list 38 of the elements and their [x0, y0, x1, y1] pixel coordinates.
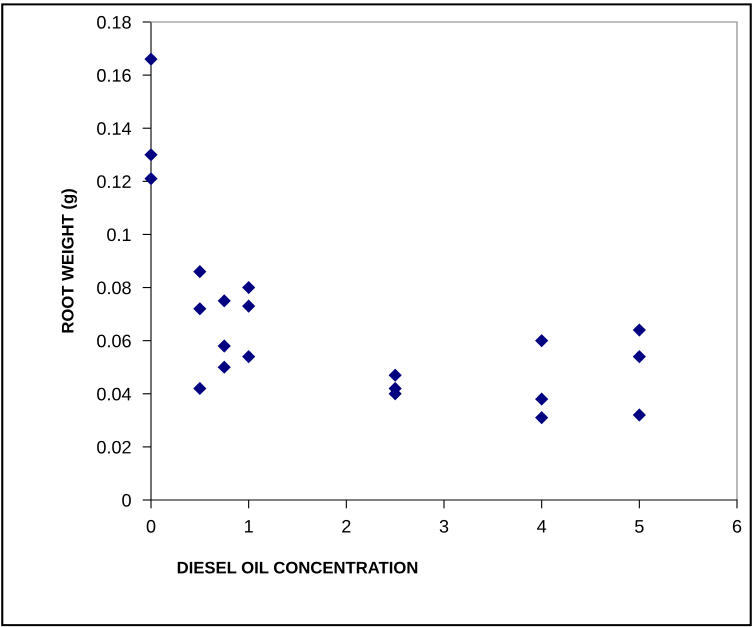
point	[632, 350, 646, 364]
y-tick-label: 0.14	[97, 122, 132, 135]
y-tick-label: 0.12	[97, 175, 131, 188]
point	[242, 350, 256, 364]
point	[242, 300, 256, 313]
point	[218, 339, 231, 353]
point	[193, 382, 206, 396]
point	[242, 280, 256, 294]
point	[535, 411, 548, 424]
y-tick-label: 0.02	[97, 440, 131, 454]
point	[535, 334, 548, 348]
x-tick-label: 5	[635, 520, 644, 533]
point	[193, 265, 206, 278]
x-tick-label: 0	[146, 520, 156, 533]
x-tick-label: 3	[440, 520, 448, 533]
point	[632, 408, 646, 422]
y-axis-title: ROOT WEIGHT (g)	[61, 189, 77, 333]
y-tick-label: 0.06	[97, 334, 131, 348]
point	[144, 52, 158, 66]
x-tick-label: 4	[537, 520, 546, 533]
point	[388, 368, 402, 382]
y-tick-label: 0	[122, 494, 131, 507]
y-tick-label: 0.1	[107, 228, 131, 242]
point	[535, 392, 548, 406]
point	[218, 294, 231, 308]
point	[144, 172, 158, 186]
x-tick-label: 2	[342, 520, 350, 533]
point	[218, 360, 231, 374]
x-axis-title: DIESEL OIL CONCENTRATION	[178, 562, 418, 574]
y-tick-label: 0.08	[97, 281, 131, 294]
y-tick-label: 0.16	[97, 69, 131, 82]
y-tick-label: 0.04	[97, 388, 132, 400]
point	[193, 302, 206, 316]
y-tick-label: 0.18	[97, 16, 131, 29]
x-tick-label: 1	[245, 520, 253, 533]
point	[632, 323, 646, 337]
point	[144, 148, 158, 162]
x-tick-label: 6	[732, 520, 742, 533]
